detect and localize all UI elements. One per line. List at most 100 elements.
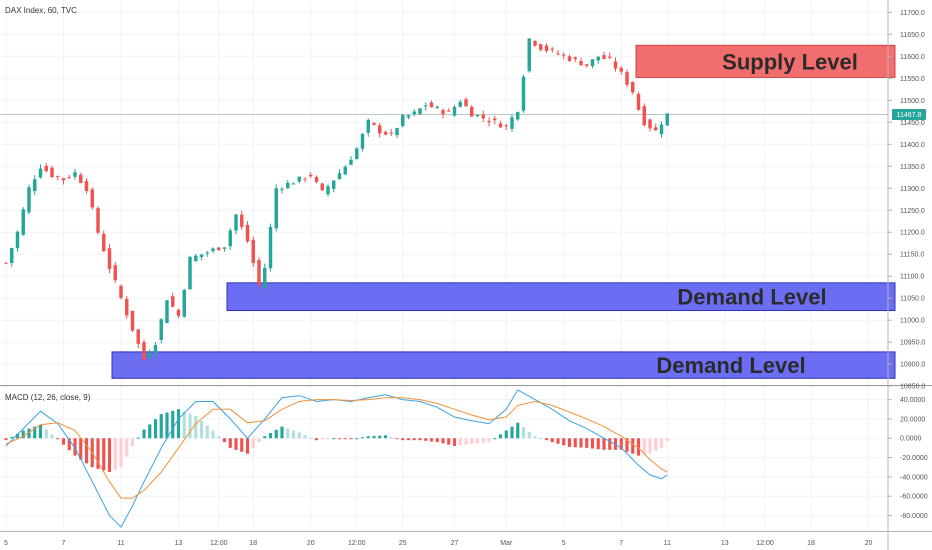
candle <box>366 118 370 137</box>
macd-histogram-bar <box>245 438 250 454</box>
candle-body <box>291 183 296 185</box>
candle-body <box>38 168 43 178</box>
candle-body <box>79 174 83 183</box>
time-tick-label: 12:00 <box>348 540 366 547</box>
price-tick-label: 11250.0 <box>900 208 925 215</box>
candle-body <box>372 122 376 125</box>
price-tick-label: 10900.0 <box>900 362 925 369</box>
candle <box>280 186 284 194</box>
candle-body <box>119 285 123 298</box>
macd-histogram-bar <box>418 438 422 441</box>
price-tick-label: 11500.0 <box>900 98 925 105</box>
candle-body <box>579 60 583 66</box>
candle-body <box>510 117 514 129</box>
candle-body <box>130 310 135 331</box>
candle <box>84 178 89 194</box>
macd-histogram-bar <box>533 436 537 439</box>
candle-body <box>504 125 508 127</box>
candle <box>573 56 577 63</box>
macd-histogram-bar <box>286 428 290 439</box>
macd-histogram-bar <box>4 438 8 441</box>
candle-body <box>188 256 192 290</box>
macd-histogram-bar <box>125 438 129 457</box>
candle <box>245 221 250 244</box>
candle-body <box>165 300 169 324</box>
candle <box>309 172 313 179</box>
macd-histogram-bar <box>475 438 480 444</box>
macd-histogram-bar <box>360 437 365 439</box>
candle <box>234 213 238 235</box>
macd-histogram-bar <box>429 438 434 442</box>
macd-histogram-bar <box>613 438 618 450</box>
candle <box>619 66 623 76</box>
price-tick-label: 11450.0 <box>900 120 925 127</box>
price-tick-label: 11400.0 <box>900 142 925 149</box>
candle-body <box>648 119 652 129</box>
candle <box>320 183 324 191</box>
candle-body <box>389 132 393 134</box>
macd-histogram-bar <box>194 416 198 439</box>
candle-body <box>613 61 618 69</box>
macd-histogram-bar <box>498 434 503 439</box>
macd-histogram-bar <box>648 438 652 454</box>
candle <box>291 182 296 185</box>
macd-histogram-bar <box>510 426 514 439</box>
supply-level-label: Supply Level <box>722 49 858 74</box>
candle-body <box>562 54 566 56</box>
candle-body <box>464 99 468 107</box>
candle <box>113 261 117 284</box>
candle <box>406 114 411 120</box>
macd-histogram-bar <box>102 438 106 471</box>
macd-histogram-bar <box>291 430 296 439</box>
candle-body <box>395 128 399 135</box>
candle <box>125 295 129 319</box>
candle-body <box>567 56 572 61</box>
candle <box>50 165 54 179</box>
macd-histogram-bar <box>113 438 117 470</box>
time-tick-label: 18 <box>249 540 257 547</box>
macd-histogram-bar <box>590 438 595 449</box>
candle <box>602 51 606 60</box>
candle-body <box>21 209 25 235</box>
candle <box>372 122 376 126</box>
macd-histogram-bar <box>44 429 48 439</box>
candle-body <box>665 113 669 126</box>
candle-body <box>84 181 89 192</box>
candle <box>343 165 347 175</box>
demand-zone <box>226 282 896 312</box>
candle-body <box>56 176 60 178</box>
macd-histogram-bar <box>153 419 158 439</box>
demand-level-label: Demand Level <box>677 285 826 310</box>
macd-histogram-bar <box>441 438 445 444</box>
candle-body <box>631 81 635 93</box>
candle <box>228 228 232 251</box>
candle-body <box>222 247 227 249</box>
macd-histogram-bar <box>199 420 204 439</box>
candle <box>217 247 221 251</box>
macd-histogram-bar <box>602 438 606 450</box>
candle <box>648 118 652 132</box>
candle-body <box>636 94 641 110</box>
candle-body <box>4 262 8 264</box>
candle <box>107 244 112 274</box>
candle-body <box>487 120 491 123</box>
candle <box>493 116 497 125</box>
candle <box>188 256 192 290</box>
candle <box>504 123 508 131</box>
time-tick-label: 27 <box>451 540 459 547</box>
candle-body <box>286 182 290 189</box>
macd-histogram-bar <box>447 438 451 445</box>
candle <box>136 328 140 349</box>
candle <box>119 284 123 300</box>
candle-body <box>654 127 658 131</box>
candle-body <box>44 165 48 172</box>
time-tick-label: Mar <box>500 540 513 547</box>
candle-body <box>470 106 474 117</box>
candle <box>240 210 244 230</box>
candle <box>205 250 209 257</box>
candle <box>389 129 393 137</box>
candle <box>148 349 152 360</box>
candle <box>458 99 462 108</box>
candle-body <box>228 230 232 247</box>
